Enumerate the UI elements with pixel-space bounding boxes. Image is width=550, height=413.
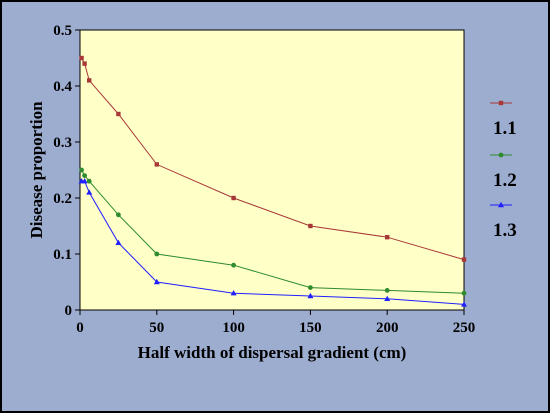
- y-tick-label: 0.3: [53, 135, 72, 151]
- y-tick-label: 0.4: [53, 79, 72, 95]
- data-point: [384, 288, 390, 293]
- legend-label: 1.3: [493, 220, 517, 241]
- data-point: [461, 301, 467, 307]
- data-point: [86, 189, 93, 195]
- data-point: [82, 173, 88, 179]
- y-axis: 0 0.1 0.2 0.3 0.4 0.5: [53, 23, 80, 319]
- x-tick-label: 0: [76, 320, 84, 336]
- plot-area: [79, 29, 465, 311]
- data-point: [461, 257, 467, 262]
- data-point: [79, 55, 84, 61]
- data-point: [86, 178, 92, 184]
- data-point: [87, 78, 92, 83]
- y-tick-label: 0.2: [53, 191, 72, 207]
- x-tick-label: 150: [299, 320, 322, 336]
- x-axis-title: Half width of dispersal gradient (cm): [138, 343, 407, 362]
- series-1-1: [79, 55, 467, 262]
- data-point: [231, 262, 237, 268]
- data-point: [307, 292, 314, 299]
- y-tick-label: 0.5: [53, 23, 72, 39]
- x-tick-label: 200: [376, 320, 399, 336]
- legend: 1.1 1.2 1.3: [490, 100, 517, 241]
- series-1-2: [79, 167, 467, 296]
- y-tick-label: 0: [65, 303, 73, 319]
- data-point: [385, 235, 390, 240]
- data-point: [308, 223, 313, 229]
- data-point: [384, 295, 391, 301]
- data-point: [82, 61, 87, 66]
- legend-marker: [498, 152, 504, 158]
- data-point: [116, 212, 121, 218]
- data-point: [308, 285, 313, 290]
- data-point: [461, 290, 467, 296]
- legend-label: 1.1: [493, 118, 517, 139]
- x-tick-label: 50: [149, 320, 164, 336]
- y-axis-title: Disease proportion: [27, 101, 46, 239]
- x-tick-label: 250: [453, 320, 476, 336]
- data-point: [154, 162, 159, 167]
- data-point: [115, 239, 122, 245]
- x-axis: 0 50 100 150 200 250: [76, 310, 475, 336]
- legend-marker: [498, 100, 504, 106]
- legend-marker: [498, 201, 504, 208]
- x-tick-label: 100: [222, 320, 245, 336]
- series-group: [78, 55, 467, 307]
- data-point: [231, 195, 236, 201]
- y-tick-label: 0.1: [53, 247, 72, 263]
- data-point: [154, 251, 160, 257]
- data-point: [230, 290, 237, 296]
- data-point: [79, 167, 84, 173]
- legend-label: 1.2: [493, 170, 517, 191]
- data-point: [81, 178, 88, 184]
- data-point: [153, 278, 160, 285]
- series-1-3: [78, 178, 467, 307]
- data-point: [116, 111, 121, 117]
